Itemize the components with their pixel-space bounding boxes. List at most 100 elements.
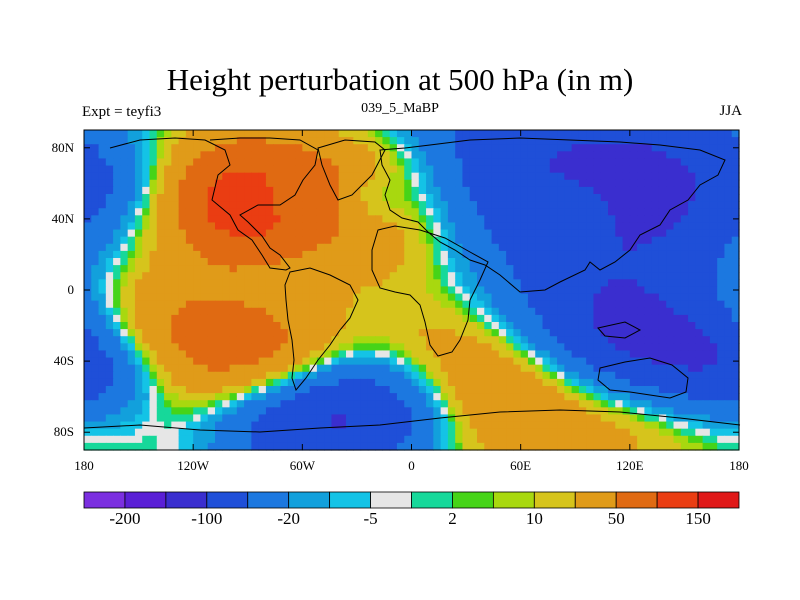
field-cell [309,286,318,295]
field-cell [644,265,653,273]
field-cell [513,137,522,145]
field-cell [265,307,274,316]
field-cell [600,329,609,337]
field-cell [273,179,282,188]
field-cell [498,343,507,352]
field-cell [207,179,216,188]
field-cell [105,314,114,323]
x-tick-label: 60E [510,458,532,473]
field-cell [440,343,449,352]
field-cell [629,407,638,416]
field-cell [164,144,172,152]
field-cell [338,371,347,380]
field-cell [615,243,624,252]
field-cell [418,322,427,330]
field-cell [535,144,544,152]
field-cell [709,307,718,316]
field-cell [455,186,464,195]
field-cell [542,201,551,209]
colorbar-segment [370,491,412,509]
field-cell [134,364,143,373]
field-cell [127,258,136,266]
field-cell [527,172,536,181]
field-cell [302,293,311,302]
colorbar-label: -5 [363,509,378,528]
field-cell [535,151,544,160]
field-cell [702,421,711,430]
field-cell [513,371,522,380]
field-cell [527,279,536,288]
field-cell [265,371,274,380]
field-cell [280,350,289,359]
field-cell [353,279,362,288]
field-cell [724,329,733,337]
field-cell [229,151,238,160]
field-cell [287,350,296,359]
field-cell [156,336,165,344]
field-cell [695,350,704,359]
field-cell [549,407,558,416]
field-cell [695,172,704,181]
field-cell [717,186,726,195]
field-cell [513,386,522,394]
field-cell [193,151,202,160]
field-cell [193,236,202,245]
field-cell [709,428,718,437]
field-cell [382,286,391,295]
field-cell [629,229,638,238]
field-cell [127,343,136,352]
field-cell [353,165,362,174]
field-cell [134,428,143,437]
field-cell [251,442,260,451]
field-cell [484,428,493,437]
field-cell [527,130,536,138]
field-cell [629,307,638,316]
field-cell [469,307,478,316]
field-cell [688,364,696,373]
field-cell [84,130,92,138]
field-cell [411,336,420,344]
field-cell [200,314,209,323]
field-cell [491,165,500,174]
field-cell [717,407,726,416]
field-cell [433,250,442,259]
field-cell [491,386,500,394]
field-cell [702,329,711,337]
field-cell [658,364,667,373]
field-cell [295,300,303,309]
field-cell [629,286,638,295]
field-cell [426,357,434,366]
field-cell [84,364,92,373]
field-cell [127,158,136,167]
field-cell [236,165,245,174]
field-cell [709,414,718,423]
field-cell [360,165,369,174]
field-cell [149,393,158,401]
field-cell [411,300,420,309]
field-cell [222,137,231,145]
field-cell [651,265,660,273]
field-cell [360,293,369,302]
field-cell [695,201,704,209]
field-cell [491,407,500,416]
field-cell [433,172,442,181]
field-cell [658,208,667,216]
field-cell [695,343,704,352]
field-cell [207,208,216,216]
field-cell [120,250,129,259]
field-cell [193,186,202,195]
field-cell [644,172,653,181]
field-cell [346,258,354,266]
field-cell [258,265,267,273]
field-cell [680,172,689,181]
field-cell [265,378,274,387]
field-cell [644,407,653,416]
field-cell [411,236,420,245]
field-cell [688,293,696,302]
field-cell [731,414,740,423]
field-cell [506,435,514,444]
field-cell [600,179,609,188]
field-cell [440,442,449,451]
field-cell [622,265,631,273]
field-cell [506,172,514,181]
